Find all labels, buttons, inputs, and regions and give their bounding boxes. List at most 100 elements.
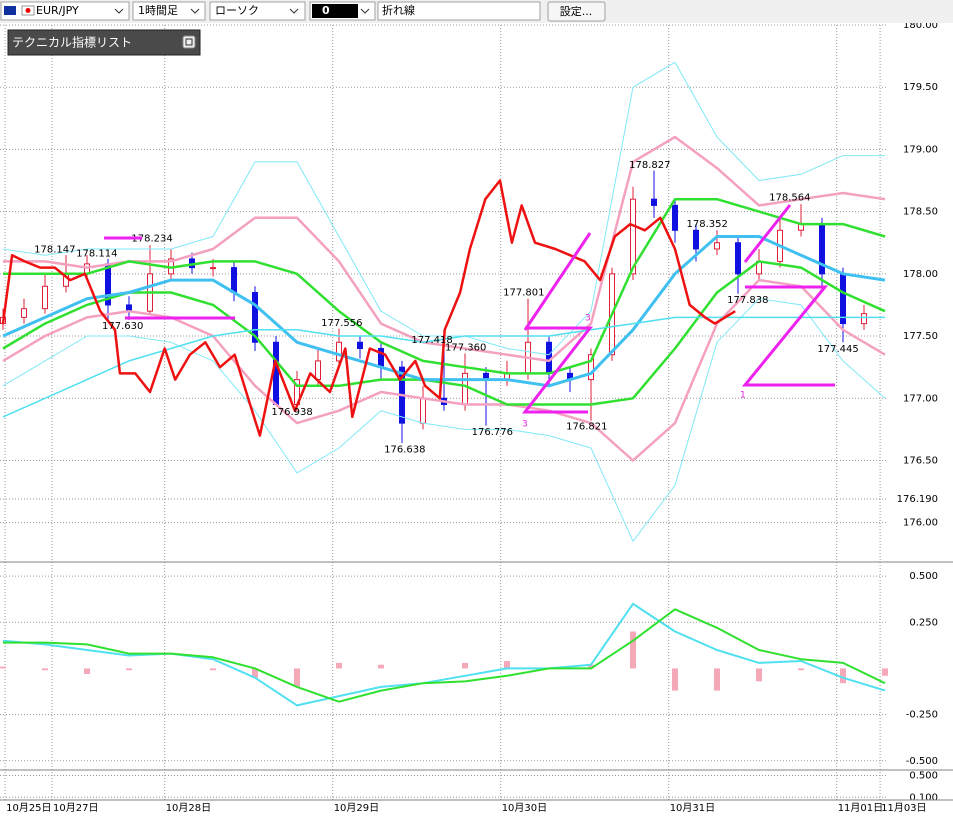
y-tick-label: 180.00 <box>903 20 938 31</box>
y-tick-label: 0.500 <box>909 770 938 781</box>
drawing-labels: 3 3 1 <box>522 314 746 430</box>
indicator-list[interactable]: テクニカル指標リスト <box>7 29 201 56</box>
price-annotation: 177.360 <box>445 342 486 353</box>
candle-body <box>273 341 279 405</box>
style-select[interactable] <box>209 1 306 21</box>
histogram-bar <box>378 664 384 669</box>
candle-body <box>693 229 699 250</box>
histogram-bar <box>210 668 216 671</box>
candle-body <box>210 267 216 270</box>
histogram-bar <box>588 664 594 669</box>
histogram-bar <box>294 668 300 687</box>
x-tick-label: 10月27日 <box>53 802 98 814</box>
histogram-bar <box>84 668 90 674</box>
dropdown-arrow <box>190 8 200 14</box>
plot-area: 180.00 179.50 179.00 178.50 178.00 177.50 177.… <box>0 20 938 814</box>
settings-text: 設定... <box>560 5 593 18</box>
timeframe-select[interactable] <box>132 1 206 21</box>
y-tick-label: 178.00 <box>903 269 938 280</box>
candle-body <box>861 313 867 325</box>
price-annotation: 176.938 <box>271 407 312 418</box>
indicator-list-title: テクニカル指標リスト <box>12 35 132 50</box>
drawn-line <box>743 204 792 263</box>
histogram-bar <box>0 666 6 669</box>
indicator-line <box>2 260 886 406</box>
x-tick-label: 10月25日 <box>6 802 51 814</box>
price-annotation: 178.114 <box>76 249 117 260</box>
x-tick-label: 10月30日 <box>502 802 547 814</box>
indicator-line <box>3 608 886 703</box>
price-annotation: 176.821 <box>566 422 607 433</box>
indicator-line <box>2 278 886 462</box>
candle-body <box>315 360 321 381</box>
drawn-line <box>521 326 594 414</box>
y-tick-label: -0.500 <box>906 756 938 767</box>
candle-body <box>231 267 237 293</box>
y-tick-label: 179.50 <box>903 82 938 93</box>
indicator-list-icon[interactable] <box>182 35 196 49</box>
price-annotation: 176.776 <box>472 427 513 438</box>
price-annotation: 176.638 <box>384 444 425 455</box>
indicator-list-icon-inner <box>185 38 193 46</box>
y-tick-label: 176.50 <box>903 455 938 466</box>
user-drawings <box>104 204 835 414</box>
price-annotation: 177.445 <box>817 344 858 355</box>
candle-body <box>735 242 741 275</box>
drawing-label: 3 <box>585 314 591 324</box>
indicator-line <box>3 197 886 375</box>
indicator-list-box[interactable] <box>7 29 201 56</box>
dropdown-arrow <box>289 8 299 14</box>
price-annotation: 177.838 <box>727 295 768 306</box>
line-type-field[interactable] <box>377 1 541 21</box>
dropdown-arrow <box>360 8 370 14</box>
candle-body <box>714 242 720 250</box>
price-annotation: 177.630 <box>102 321 143 332</box>
candle-body <box>630 198 636 275</box>
histogram-bar <box>504 661 510 669</box>
histogram-bar <box>756 668 762 682</box>
price-annotation: 178.564 <box>769 193 810 204</box>
price-annotation: 178.352 <box>687 219 728 230</box>
drawn-line <box>523 232 592 331</box>
x-tick-label: 11月01日 <box>838 802 883 814</box>
candle-body <box>420 397 426 424</box>
x-tick-label: 10月31日 <box>670 802 715 814</box>
y-tick-label: 177.00 <box>903 393 938 404</box>
candle-body <box>462 372 468 405</box>
histogram-bar <box>336 662 342 669</box>
histogram-bar <box>798 668 804 671</box>
drawing-label: 1 <box>740 391 746 401</box>
histogram-bar <box>714 668 720 691</box>
y-tick-label: 176.190 <box>897 494 938 505</box>
y-tick-label: 178.50 <box>903 207 938 218</box>
y-tick-label: 177.50 <box>903 331 938 342</box>
y-tick-label: 179.00 <box>903 144 938 155</box>
indicator-line <box>2 235 886 388</box>
candle-body <box>357 341 363 349</box>
candle-body <box>336 341 342 362</box>
flag-eu <box>4 6 16 15</box>
price-annotation: 177.801 <box>503 288 544 299</box>
drawing-label: 3 <box>522 420 528 430</box>
candle-body <box>252 292 258 343</box>
histogram-bar <box>126 668 132 671</box>
flag-jp-dot <box>25 8 31 13</box>
candle-body <box>672 204 678 231</box>
candle-body <box>588 354 594 381</box>
price-annotation: 177.418 <box>411 335 452 346</box>
line-type-text: 折れ線 <box>382 3 415 17</box>
settings-button[interactable] <box>547 1 606 22</box>
y-tick-label: 0.250 <box>909 617 938 628</box>
histogram-bar <box>672 668 678 691</box>
candle-body <box>42 285 48 310</box>
price-annotation: 178.147 <box>34 245 75 256</box>
candle-body <box>21 308 27 318</box>
x-tick-label: 10月29日 <box>334 802 379 814</box>
histogram-bar <box>462 662 468 669</box>
field-box <box>312 4 358 18</box>
symbol-text: EUR/JPY <box>36 4 79 17</box>
x-tick-label: 10月28日 <box>166 802 211 814</box>
price-annotation: 177.556 <box>321 318 362 329</box>
field-text: 0 <box>322 4 330 17</box>
